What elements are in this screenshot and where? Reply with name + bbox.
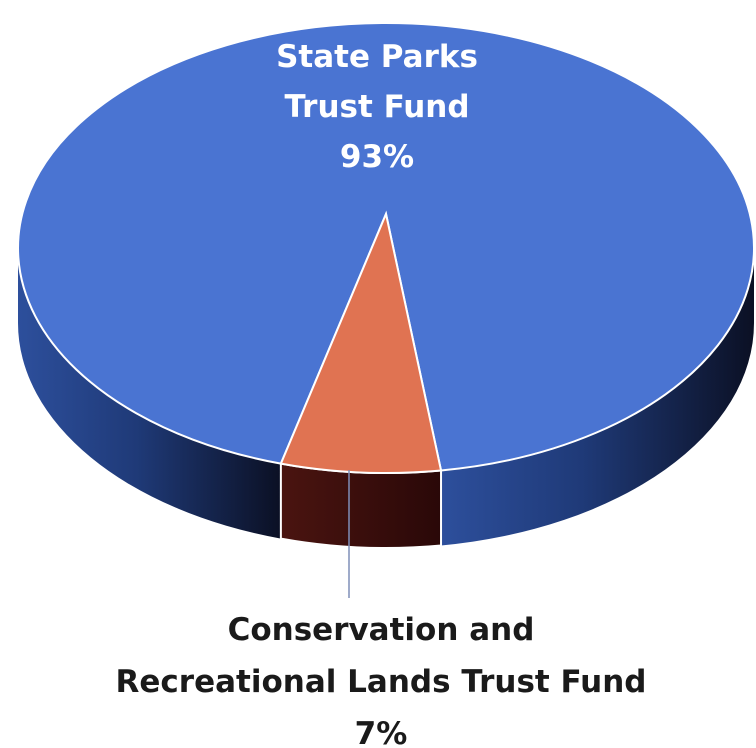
slice-side-state-parks-right [441, 248, 754, 546]
slice-label-state-parks: State Parks Trust Fund 93% [276, 39, 478, 175]
label-conservation-line1: Conservation and [228, 612, 535, 648]
slice-conservation [279, 210, 443, 474]
slice-side-state-parks-left [18, 248, 281, 539]
label-conservation-percent: 7% [355, 716, 408, 748]
slice-state-parks [17, 22, 756, 472]
pie-top-layer [17, 22, 756, 474]
label-state-parks-percent: 93% [340, 139, 414, 175]
label-conservation-line2: Recreational Lands Trust Fund [116, 664, 647, 700]
label-state-parks-line1: State Parks [276, 39, 478, 75]
slice-side-conservation [279, 462, 443, 549]
label-state-parks-line2: Trust Fund [284, 89, 469, 125]
slice-label-conservation: Conservation and Recreational Lands Trus… [116, 612, 647, 748]
